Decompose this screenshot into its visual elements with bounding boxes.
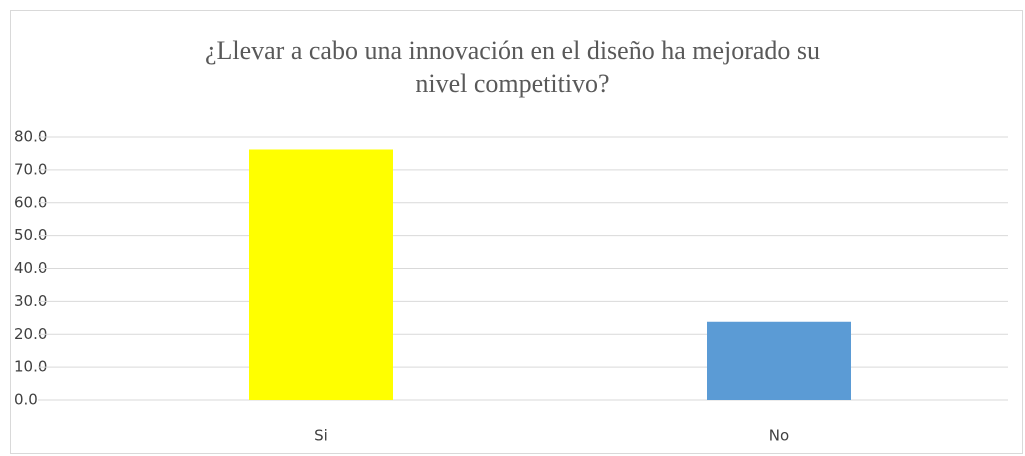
x-tick-label: Si xyxy=(314,427,328,445)
y-tick-label: 40.0 xyxy=(14,259,47,277)
y-tick-label: 10.0 xyxy=(14,358,47,376)
y-tick-label: 50.0 xyxy=(14,226,47,244)
y-tick-label: 60.0 xyxy=(14,193,47,211)
bar xyxy=(707,321,851,400)
y-tick-label: 30.0 xyxy=(14,292,47,310)
x-tick-label: No xyxy=(769,427,789,445)
y-tick-label: 80.0 xyxy=(14,128,47,146)
bar xyxy=(249,149,393,400)
y-tick-label: 20.0 xyxy=(14,325,47,343)
y-tick-label: 70.0 xyxy=(14,160,47,178)
chart-border xyxy=(10,10,1023,454)
chart-title: ¿Llevar a cabo una innovación en el dise… xyxy=(204,36,821,98)
y-tick-label: 0.0 xyxy=(14,391,38,409)
